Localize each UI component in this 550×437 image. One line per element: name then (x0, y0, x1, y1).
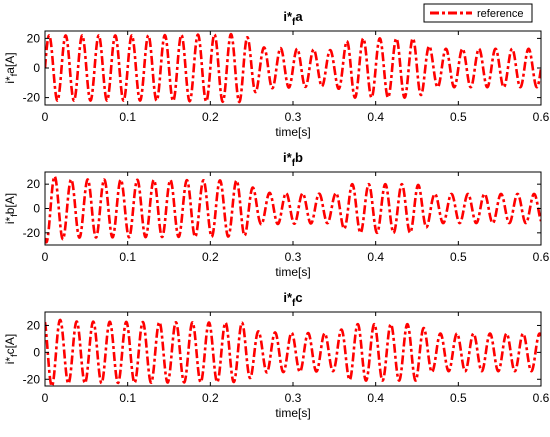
x-axis-label: time[s] (275, 406, 310, 420)
x-tick-label: 0.3 (285, 391, 302, 405)
subplot-title: i*fa (283, 9, 303, 28)
subplot-c: 0 0.1 0.2 0.3 0.4 0.5 0.6200-20i*fctime[s]i*fc… (3, 290, 550, 420)
y-tick-label: -20 (23, 372, 41, 386)
x-tick-label: 0.6 (533, 391, 550, 405)
legend-box (423, 3, 533, 23)
y-tick-label: 20 (27, 177, 41, 191)
x-tick-label: 0.6 (533, 110, 550, 124)
y-tick-label: 0 (33, 61, 40, 75)
y-tick-label: 20 (27, 31, 41, 45)
x-tick-label: 0.2 (202, 391, 219, 405)
y-axis-label: i*fb[A] (3, 193, 19, 224)
legend: reference (423, 3, 533, 23)
x-tick-label: 0.5 (450, 110, 467, 124)
y-axis-label: i*fa[A] (3, 52, 19, 83)
x-tick-label: 0 (42, 110, 49, 124)
x-tick-label: 0.4 (367, 391, 384, 405)
series-line-a (45, 32, 541, 104)
x-tick-label: 0 (42, 250, 49, 264)
x-tick-label: 0.3 (285, 250, 302, 264)
x-tick-label: 0.2 (202, 110, 219, 124)
y-axis-label: i*fc[A] (3, 334, 19, 365)
y-tick-label: 0 (33, 345, 40, 359)
subplot-title: i*fb (283, 150, 303, 169)
x-axis-label: time[s] (275, 125, 310, 139)
x-tick-label: 0.5 (450, 250, 467, 264)
x-tick-label: 0.1 (119, 110, 136, 124)
y-tick-label: -20 (23, 226, 41, 240)
x-axis-label: time[s] (275, 265, 310, 279)
x-tick-label: 0.6 (533, 250, 550, 264)
x-tick-label: 0 (42, 391, 49, 405)
x-tick-label: 0.1 (119, 391, 136, 405)
subplot-panels: 0 0.1 0.2 0.3 0.4 0.5 0.6200-20i*fatime[s]i*fa… (3, 9, 550, 420)
series-line-c (45, 318, 541, 386)
y-tick-label: -20 (23, 91, 41, 105)
legend-label: reference (477, 8, 523, 20)
y-tick-label: 20 (27, 318, 41, 332)
x-tick-label: 0.4 (367, 110, 384, 124)
x-tick-label: 0.1 (119, 250, 136, 264)
x-tick-label: 0.3 (285, 110, 302, 124)
x-tick-label: 0.4 (367, 250, 384, 264)
subplot-b: 0 0.1 0.2 0.3 0.4 0.5 0.6200-20i*fbtime[s]i*fb… (3, 150, 550, 279)
series-line-b (45, 175, 541, 244)
x-tick-label: 0.2 (202, 250, 219, 264)
subplot-a: 0 0.1 0.2 0.3 0.4 0.5 0.6200-20i*fatime[s]i*fa… (3, 9, 550, 139)
y-tick-label: 0 (33, 202, 40, 216)
x-tick-label: 0.5 (450, 391, 467, 405)
subplot-title: i*fc (283, 290, 302, 309)
